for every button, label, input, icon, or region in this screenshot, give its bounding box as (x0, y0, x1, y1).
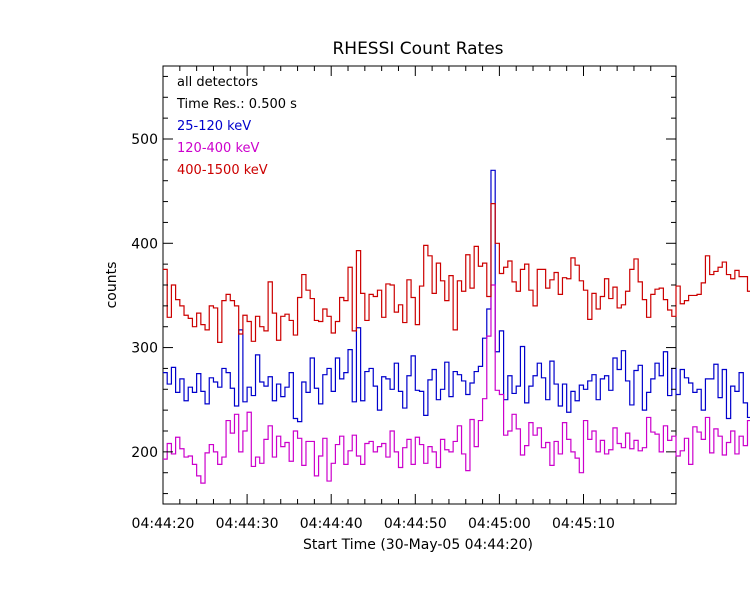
legend-entry-120-400: 120-400 keV (177, 141, 260, 156)
series-line-2 (163, 284, 750, 484)
tick-layer: 200 300 400 500 04:44:20 04:44:30 04:44:40 04:4… (131, 66, 676, 532)
x-tick-label: 04:44:50 (384, 516, 447, 532)
y-tick-label: 200 (131, 445, 158, 461)
legend-entry-400-1500: 400-1500 keV (177, 163, 268, 178)
series-line-1 (163, 169, 750, 423)
y-tick-label: 500 (131, 132, 158, 148)
x-tick-label: 04:44:40 (300, 516, 363, 532)
x-tick-label: 04:44:30 (216, 516, 279, 532)
series-layer (163, 169, 750, 484)
y-tick-label: 400 (131, 236, 158, 252)
legend-entry-25-120: 25-120 keV (177, 119, 251, 134)
legend: all detectors Time Res.: 0.500 s 25-120 … (176, 75, 297, 178)
y-tick-label: 300 (131, 341, 158, 357)
series-line-3 (163, 203, 750, 343)
x-tick-label: 04:45:00 (468, 516, 531, 532)
x-axis-label: Start Time (30-May-05 04:44:20) (303, 537, 533, 553)
x-tick-label: 04:45:10 (552, 516, 615, 532)
annotation-detectors: all detectors (177, 75, 258, 90)
x-tick-label: 04:44:20 (132, 516, 195, 532)
annotation-time-res: Time Res.: 0.500 s (176, 97, 297, 112)
chart-title: RHESSI Count Rates (332, 39, 503, 59)
y-axis-label: counts (104, 262, 120, 309)
